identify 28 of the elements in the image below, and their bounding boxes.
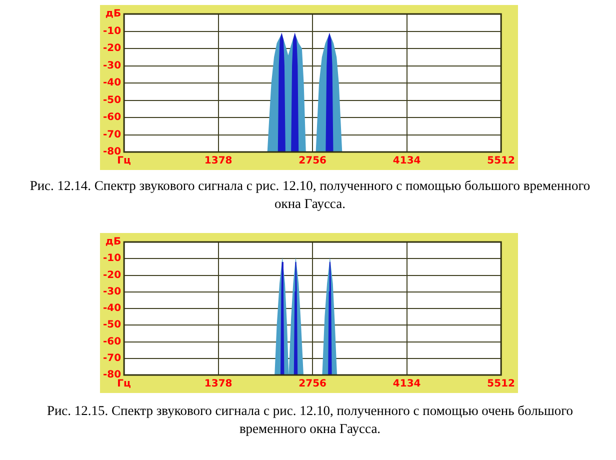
x-tick-label: 1378 <box>204 378 232 390</box>
y-tick-label: -30 <box>102 286 122 298</box>
x-tick-label: 1378 <box>204 156 232 167</box>
text: Рис. 12.14. Спектр звукового сигнала с рис. 12.10, полученного с помощью большого временного окна Гаусса. <box>28 177 592 213</box>
text: Рис. 12.15. Спектр звукового сигнала с рис. 12.10, полученного с помощью очень большого временного окна Гаусса. <box>46 402 574 438</box>
y-tick-label: -40 <box>102 78 122 89</box>
y-tick-label: -40 <box>102 303 122 314</box>
x-tick-label: 2756 <box>298 156 327 167</box>
x-tick-label: Гц <box>117 378 131 390</box>
y-tick-label: -30 <box>102 60 122 72</box>
y-tick-label: -50 <box>102 94 122 106</box>
x-tick-label: 2756 <box>298 378 327 390</box>
y-tick-label: -70 <box>102 129 122 140</box>
y-tick-label: -10 <box>102 26 122 37</box>
x-tick-label: 4134 <box>392 378 421 390</box>
y-tick-label: -20 <box>102 270 122 281</box>
y-tick-label: -50 <box>102 320 122 331</box>
y-tick-label: -10 <box>102 253 122 264</box>
y-tick-label: -60 <box>102 112 122 124</box>
y-tick-label: -70 <box>102 352 122 364</box>
x-tick-label: Гц <box>117 156 131 167</box>
y-tick-label: дБ <box>105 236 122 248</box>
x-tick-label: 4134 <box>392 156 421 167</box>
x-tick-label: 5512 <box>487 156 516 167</box>
y-tick-label: -60 <box>102 336 122 348</box>
x-tick-label: 5512 <box>487 378 516 390</box>
y-tick-label: -20 <box>102 43 122 54</box>
y-tick-label: дБ <box>105 8 122 20</box>
